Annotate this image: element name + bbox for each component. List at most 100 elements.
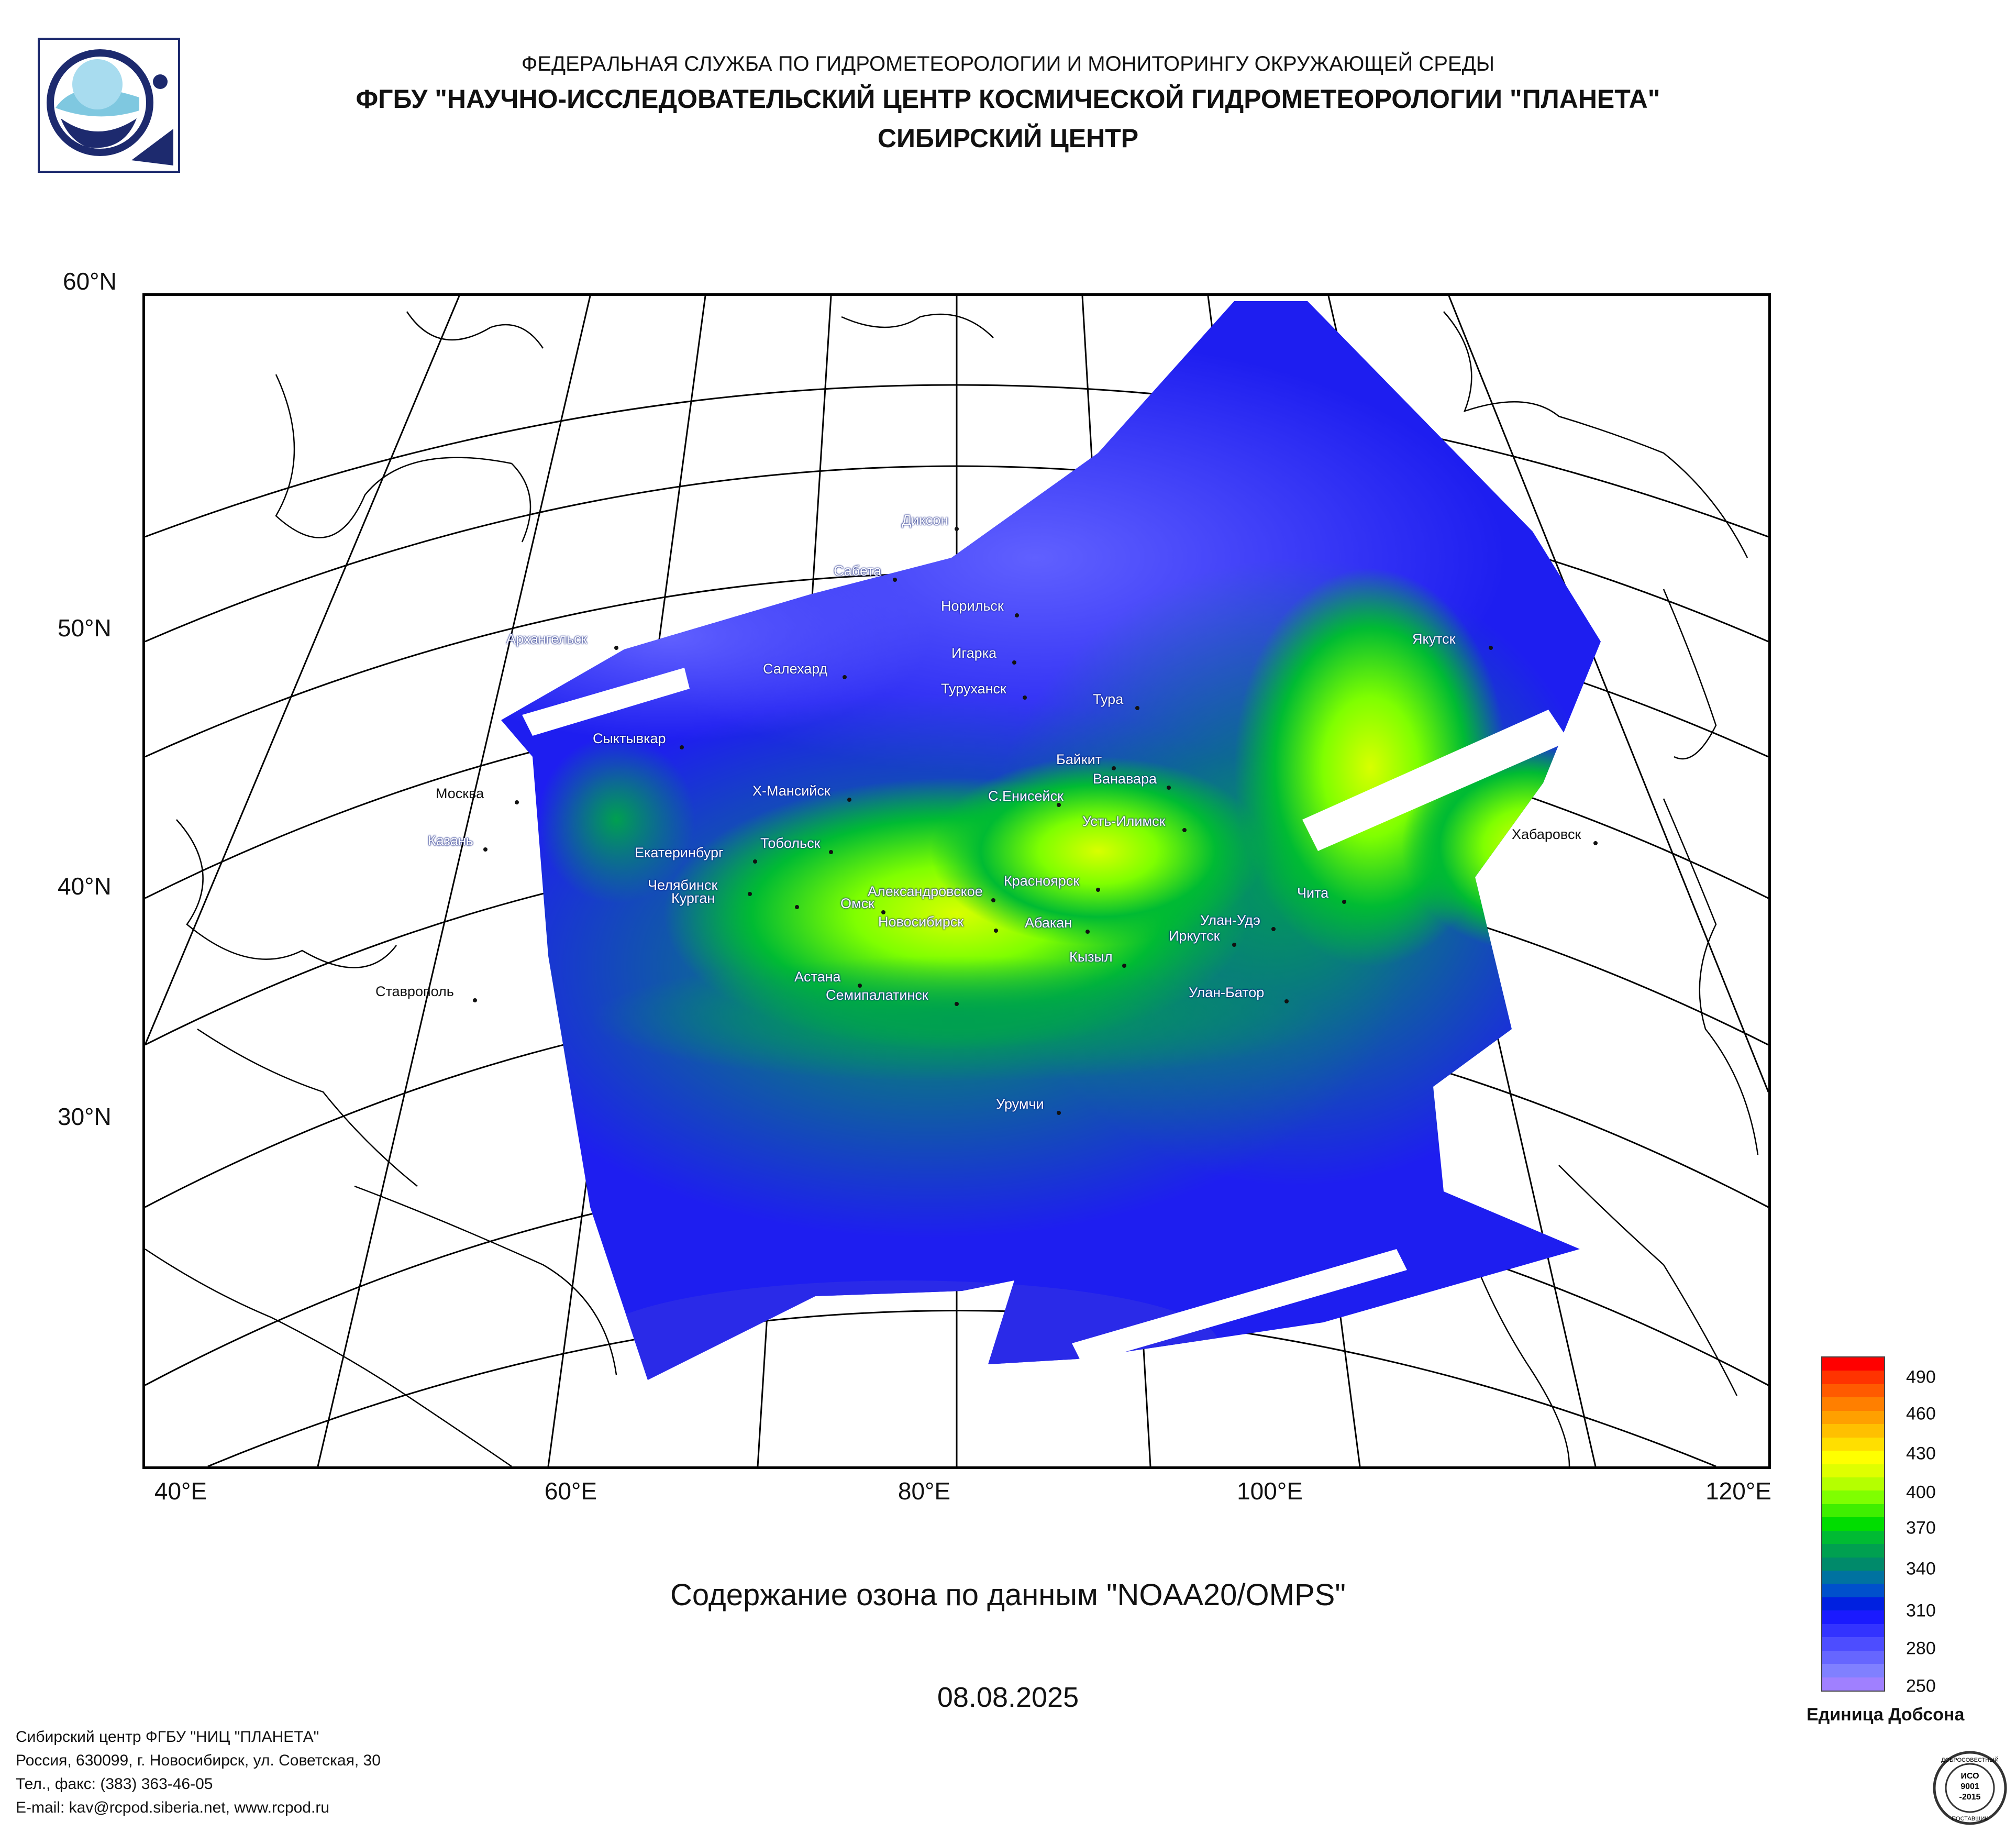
city-dot — [955, 1002, 959, 1006]
city-dot — [1057, 803, 1061, 807]
colorbar-swatch — [1822, 1384, 1884, 1398]
city-label: Норильск — [941, 598, 1004, 614]
city-dot — [1593, 841, 1598, 845]
colorbar-swatch — [1822, 1504, 1884, 1518]
city-label: Челябинск — [648, 877, 717, 893]
colorbar-swatch — [1822, 1451, 1884, 1465]
city-dot — [1232, 943, 1236, 947]
city-label: Салехард — [763, 661, 827, 677]
city-name: Челябинск — [648, 877, 718, 893]
city-label: Кызыл — [1069, 949, 1113, 965]
colorbar-swatch — [1822, 1357, 1884, 1371]
city-name: Красноярск — [1004, 873, 1080, 889]
city-dot — [614, 646, 618, 650]
colorbar-swatch — [1822, 1557, 1884, 1571]
city-dot — [1182, 828, 1187, 832]
city-label: Казань — [428, 833, 473, 848]
colorbar-swatch — [1822, 1397, 1884, 1411]
footer-contacts: E-mail: kav@rcpod.siberia.net, www.rcpod… — [16, 1799, 330, 1816]
city-label: Александровское — [868, 884, 983, 899]
city-dot — [955, 527, 959, 531]
city-dot — [1057, 1111, 1061, 1115]
city-dot — [1112, 766, 1116, 770]
city-label: Абакан — [1025, 915, 1072, 931]
ozone-colorbar — [1821, 1356, 1885, 1692]
city-label: Улан-Батор — [1189, 985, 1264, 1000]
city-dot — [753, 859, 757, 864]
planeta-logo — [38, 38, 180, 173]
city-label: Астана — [794, 969, 841, 985]
city-name: Курган — [671, 890, 715, 906]
city-name: Александровское — [868, 884, 983, 899]
swath-gaps — [522, 668, 1569, 1364]
city-dot — [1271, 927, 1276, 931]
city-name: Новосибирск — [878, 914, 964, 930]
city-dot — [1135, 706, 1139, 710]
colorbar-swatch — [1822, 1517, 1884, 1531]
colorbar-swatch — [1822, 1477, 1884, 1491]
city-label: Семипалатинск — [826, 987, 928, 1003]
lon-label-120: 120°E — [1705, 1477, 1771, 1505]
city-name: С.Енисейск — [988, 788, 1064, 804]
colorbar-swatch — [1822, 1371, 1884, 1385]
colorbar-swatch — [1822, 1610, 1884, 1625]
city-label: Омск — [840, 896, 874, 911]
iso-badge-mid2: 9001 — [1960, 1782, 1979, 1791]
map-caption: Содержание озона по данным "NOAA20/OMPS" — [670, 1578, 1346, 1612]
city-name: Тобольск — [760, 835, 821, 851]
colorbar-tick-250: 250 — [1906, 1676, 1936, 1696]
city-label: Архангельск — [506, 631, 587, 647]
colorbar-tick-400: 400 — [1906, 1482, 1936, 1503]
city-name: Москва — [436, 786, 484, 801]
city-dot — [1122, 964, 1126, 968]
city-dot — [748, 892, 752, 896]
city-name: Ставрополь — [375, 984, 454, 999]
ozone-map: Диксон Сабета Норильск Архангельск Игарка Сал… — [142, 293, 1771, 1469]
footer-phone: Тел., факс: (383) 363-46-05 — [16, 1775, 213, 1793]
city-name: Семипалатинск — [826, 987, 928, 1003]
city-dot — [680, 745, 684, 749]
city-dot — [1342, 900, 1346, 904]
city-name: Казань — [428, 833, 473, 848]
city-dot — [893, 578, 897, 582]
city-name: Диксон — [902, 512, 949, 528]
city-label: Х-Мансийск — [752, 783, 830, 799]
city-name: Игарка — [951, 645, 997, 661]
colorbar-swatch — [1822, 1464, 1884, 1478]
city-label: Якутск — [1412, 631, 1456, 647]
city-name: Байкит — [1056, 752, 1102, 767]
map-date: 08.08.2025 — [937, 1682, 1079, 1713]
city-name: Кызыл — [1069, 949, 1113, 965]
lat-label-50: 50°N — [58, 614, 112, 642]
city-label: Ванавара — [1093, 771, 1157, 787]
city-name: Якутск — [1412, 631, 1456, 647]
city-dot — [1012, 660, 1016, 665]
colorbar-tick-310: 310 — [1906, 1600, 1936, 1621]
colorbar-swatch — [1822, 1410, 1884, 1425]
city-dot — [515, 800, 519, 804]
colorbar-tick-460: 460 — [1906, 1404, 1936, 1424]
city-label: Хабаровск — [1512, 826, 1581, 842]
colorbar-swatch — [1822, 1637, 1884, 1651]
city-dot — [483, 847, 488, 852]
city-name: Улан-Батор — [1189, 985, 1265, 1000]
city-name: Салехард — [763, 661, 828, 677]
city-label: Красноярск — [1004, 873, 1079, 889]
city-dot — [994, 929, 998, 933]
colorbar-tick-280: 280 — [1906, 1638, 1936, 1659]
lat-label-40: 40°N — [58, 873, 112, 900]
city-label: Тура — [1093, 691, 1123, 707]
city-label: Игарка — [951, 645, 996, 661]
ozone-map-canvas — [145, 296, 1768, 1466]
city-dot — [881, 910, 885, 914]
city-dot — [1015, 613, 1019, 617]
city-dot — [1284, 999, 1289, 1003]
lon-label-100: 100°E — [1237, 1477, 1303, 1505]
colorbar-swatch — [1822, 1571, 1884, 1584]
city-name: Сабета — [834, 563, 882, 579]
city-dot — [1085, 930, 1090, 934]
iso-badge-top: ДОБРОСОВЕСТНЫЙ — [1941, 1757, 1999, 1763]
colorbar-swatch — [1822, 1664, 1884, 1678]
city-name: Екатеринбург — [635, 845, 724, 860]
city-label: Ставрополь — [375, 984, 454, 999]
